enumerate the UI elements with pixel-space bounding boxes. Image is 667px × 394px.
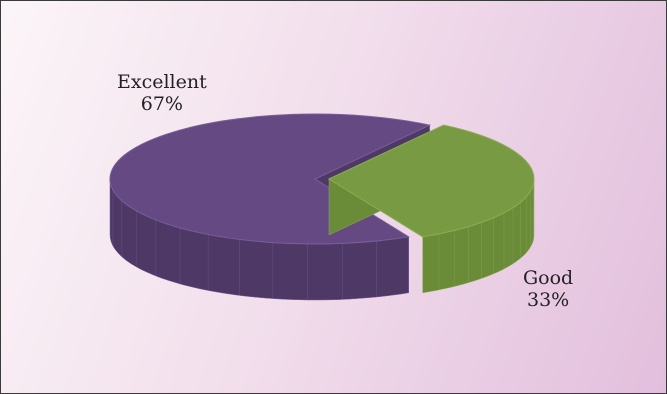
slice-good-top [327,124,535,238]
label-good-name: Good [523,267,574,289]
label-good-percent: 33% [526,289,570,311]
label-good: Good 33% [523,267,573,311]
label-excellent: Excellent 67% [117,71,207,115]
label-excellent-percent: 67% [140,93,183,115]
label-excellent-name: Excellent [117,71,207,93]
